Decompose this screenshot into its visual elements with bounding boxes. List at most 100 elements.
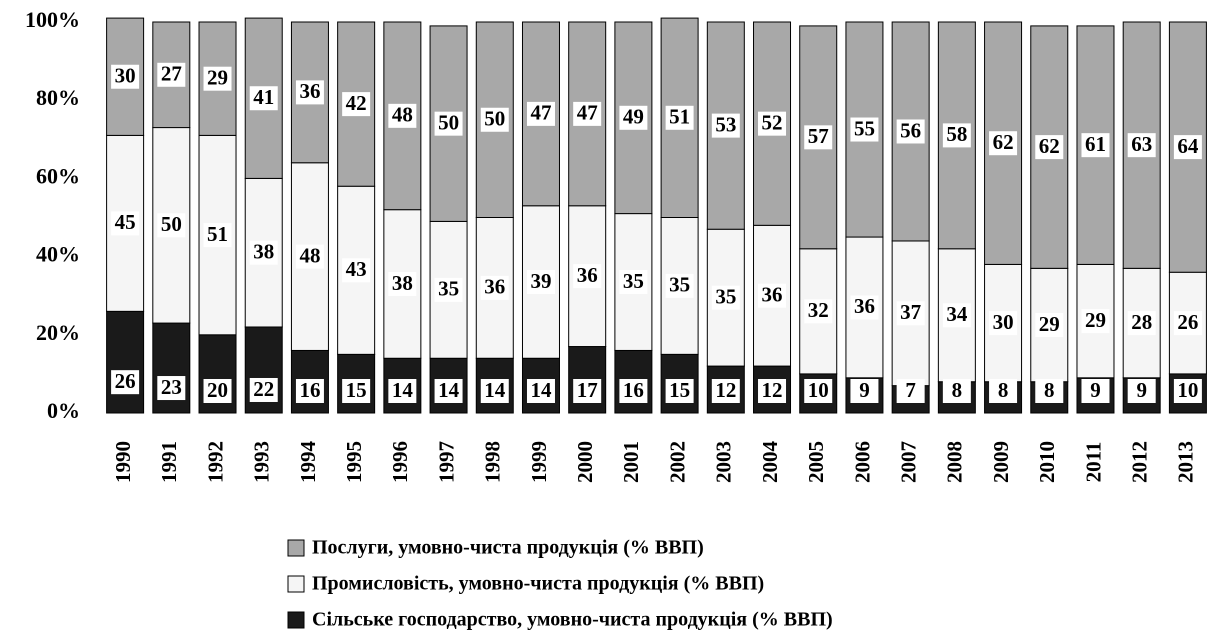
data-label-box bbox=[249, 86, 278, 111]
data-label: 30 bbox=[115, 64, 136, 88]
x-tick-label: 1995 bbox=[342, 441, 366, 483]
data-label-box bbox=[711, 285, 740, 310]
data-label-box bbox=[1035, 379, 1064, 403]
data-label: 30 bbox=[993, 310, 1014, 334]
data-label: 35 bbox=[715, 284, 736, 308]
data-label: 41 bbox=[253, 85, 274, 109]
data-label-box bbox=[758, 379, 787, 403]
legend-swatch bbox=[287, 575, 305, 593]
data-label: 50 bbox=[438, 110, 459, 134]
data-label-box bbox=[804, 125, 833, 150]
data-label: 29 bbox=[1085, 308, 1106, 332]
data-label-box bbox=[942, 123, 971, 148]
data-label-box bbox=[850, 117, 879, 142]
data-label: 22 bbox=[253, 377, 274, 401]
x-tick-label: 2011 bbox=[1081, 442, 1105, 483]
data-label-box bbox=[526, 101, 555, 126]
data-label-box bbox=[896, 379, 925, 403]
data-label-box bbox=[1035, 313, 1064, 338]
data-label: 15 bbox=[346, 378, 367, 402]
data-label: 14 bbox=[392, 378, 414, 402]
data-label-box bbox=[203, 379, 232, 403]
data-label: 62 bbox=[1039, 134, 1060, 158]
data-label: 49 bbox=[623, 105, 644, 129]
data-label-box bbox=[619, 105, 648, 130]
data-label: 36 bbox=[577, 263, 598, 287]
legend-swatch bbox=[287, 611, 305, 629]
data-label: 14 bbox=[438, 378, 460, 402]
x-tick-label: 2010 bbox=[1035, 441, 1059, 483]
legend-label: Послуги, умовно-чиста продукція (% ВВП) bbox=[312, 537, 704, 559]
data-label-box bbox=[249, 240, 278, 265]
data-label-box bbox=[758, 283, 787, 308]
data-label-box bbox=[1081, 379, 1110, 403]
data-label-box bbox=[434, 277, 463, 302]
bar-segment bbox=[106, 310, 145, 414]
data-label: 32 bbox=[808, 298, 829, 322]
data-label-box bbox=[1081, 133, 1110, 158]
x-tick-label: 2009 bbox=[989, 441, 1013, 483]
data-label: 36 bbox=[762, 283, 783, 307]
data-label: 50 bbox=[161, 212, 182, 236]
data-label: 28 bbox=[1131, 310, 1152, 334]
data-label-box bbox=[480, 379, 509, 403]
data-label-box bbox=[157, 213, 186, 238]
x-tick-label: 1997 bbox=[434, 441, 458, 483]
data-label-box bbox=[480, 275, 509, 300]
data-label: 20 bbox=[207, 378, 228, 402]
data-label-box bbox=[1127, 311, 1156, 336]
data-label-box bbox=[342, 258, 371, 283]
data-label: 14 bbox=[484, 378, 506, 402]
data-label: 58 bbox=[946, 122, 967, 146]
y-tick-label: 80% bbox=[36, 85, 80, 110]
data-label: 39 bbox=[530, 269, 551, 293]
x-tick-label: 2001 bbox=[619, 441, 643, 483]
data-label-box bbox=[619, 379, 648, 403]
data-label-box bbox=[989, 379, 1018, 403]
data-label: 38 bbox=[253, 240, 274, 264]
data-label-box bbox=[850, 295, 879, 320]
data-label-box bbox=[711, 379, 740, 403]
data-label: 62 bbox=[993, 130, 1014, 154]
data-label-box bbox=[295, 244, 324, 269]
data-label: 50 bbox=[484, 107, 505, 131]
x-tick-label: 1994 bbox=[296, 441, 320, 484]
x-tick-label: 2005 bbox=[804, 441, 828, 483]
data-label-box bbox=[111, 211, 140, 236]
data-label-box bbox=[896, 119, 925, 144]
y-tick-label: 40% bbox=[36, 242, 80, 267]
x-tick-label: 2007 bbox=[896, 441, 920, 483]
data-label: 23 bbox=[161, 375, 182, 399]
data-label-box bbox=[1081, 309, 1110, 334]
x-tick-label: 2006 bbox=[850, 441, 874, 483]
data-label: 52 bbox=[762, 110, 783, 134]
data-label: 36 bbox=[299, 79, 320, 103]
data-label: 17 bbox=[577, 378, 598, 402]
data-label-box bbox=[111, 64, 140, 89]
data-label-box bbox=[388, 103, 417, 128]
data-label-box bbox=[342, 379, 371, 403]
data-label-box bbox=[804, 299, 833, 324]
data-label-box bbox=[434, 111, 463, 136]
data-label: 53 bbox=[715, 112, 736, 136]
data-label: 9 bbox=[859, 378, 870, 402]
y-tick-label: 100% bbox=[25, 7, 80, 32]
legend-label: Промисловість, умовно-чиста продукція (%… bbox=[312, 573, 764, 595]
data-label: 15 bbox=[669, 378, 690, 402]
data-label: 27 bbox=[161, 62, 182, 86]
data-label: 10 bbox=[808, 378, 829, 402]
data-label-box bbox=[665, 379, 694, 403]
x-tick-label: 2003 bbox=[712, 441, 736, 483]
data-label: 26 bbox=[1177, 310, 1198, 334]
x-tick-label: 1999 bbox=[527, 441, 551, 483]
data-label-box bbox=[989, 131, 1018, 156]
x-tick-label: 2012 bbox=[1128, 441, 1152, 483]
x-tick-label: 1998 bbox=[481, 441, 505, 483]
data-label-box bbox=[1173, 135, 1202, 160]
data-label-box bbox=[342, 92, 371, 117]
data-label: 7 bbox=[905, 378, 916, 402]
x-tick-label: 1990 bbox=[111, 441, 135, 483]
data-label: 8 bbox=[1044, 378, 1055, 402]
data-label-box bbox=[989, 311, 1018, 336]
